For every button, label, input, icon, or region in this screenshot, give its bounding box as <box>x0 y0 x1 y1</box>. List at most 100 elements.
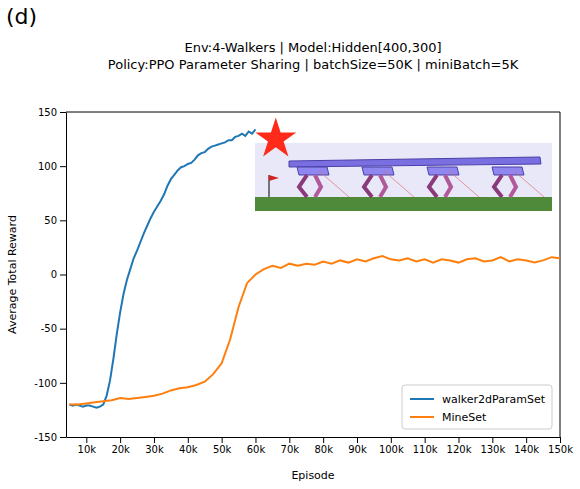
legend-box <box>402 385 552 429</box>
x-tick-mark <box>86 437 87 443</box>
y-tick: 0 <box>51 269 66 280</box>
inset-leg <box>364 175 372 197</box>
x-tick-mark <box>222 437 223 443</box>
x-tick-mark <box>289 437 290 443</box>
inset-walker <box>362 167 414 197</box>
legend-label: walker2dParamSet <box>442 393 546 406</box>
y-tick-mark <box>60 112 66 113</box>
y-axis: -150-100-50050100150 <box>34 107 66 443</box>
x-tick-mark <box>323 437 324 443</box>
title: Env:4-Walkers | Model:Hidden[400,300] <box>184 40 441 55</box>
inset-lidar <box>319 171 349 197</box>
x-tick-label: 80k <box>314 444 333 455</box>
x-tick-label: 60k <box>247 444 266 455</box>
legend-label: MineSet <box>442 411 487 424</box>
frame-right <box>560 112 561 437</box>
y-tick: -100 <box>34 378 66 389</box>
y-tick: -150 <box>34 432 66 443</box>
x-tick-label: 100k <box>379 444 404 455</box>
inset-lidar <box>449 171 479 197</box>
x-axis-line <box>67 437 561 438</box>
x-tick-mark <box>458 437 459 443</box>
x-axis-title: Episode <box>291 469 334 482</box>
x-tick: 50k <box>213 437 232 455</box>
x-tick-mark <box>391 437 392 443</box>
inset-hull <box>492 167 524 175</box>
inset-leg <box>510 175 516 197</box>
y-tick: 50 <box>44 215 66 226</box>
subtitle: Policy:PPO Parameter Sharing | batchSize… <box>108 57 519 72</box>
inset-lidar <box>514 171 544 197</box>
x-tick: 90k <box>348 437 367 455</box>
x-tick: 140k <box>514 437 539 455</box>
x-tick-label: 130k <box>480 444 505 455</box>
x-tick-label: 10k <box>78 444 97 455</box>
y-tick-mark <box>60 220 66 221</box>
y-tick-label: 150 <box>38 107 57 118</box>
inset-leg <box>299 175 307 197</box>
inset-background <box>255 143 552 211</box>
highlight-marker <box>255 118 296 157</box>
x-tick-label: 90k <box>348 444 367 455</box>
series-line <box>69 256 560 404</box>
y-tick-mark <box>60 329 66 330</box>
x-tick: 130k <box>480 437 505 455</box>
x-tick-mark <box>526 437 527 443</box>
x-tick-label: 50k <box>213 444 232 455</box>
marks <box>69 118 560 408</box>
x-tick: 40k <box>179 437 198 455</box>
inset-leg <box>380 175 386 197</box>
legend-swatch <box>410 398 434 400</box>
panel-label: (d) <box>6 4 37 29</box>
x-tick-label: 30k <box>145 444 164 455</box>
y-tick-label: 50 <box>44 215 57 226</box>
inset-leg <box>494 175 502 197</box>
x-tick-mark <box>425 437 426 443</box>
y-tick: -50 <box>41 323 66 334</box>
x-tick: 110k <box>413 437 438 455</box>
y-tick-mark <box>60 166 66 167</box>
x-tick-label: 150k <box>548 444 573 455</box>
x-tick-mark <box>357 437 358 443</box>
inset-illustration <box>255 143 552 211</box>
y-tick: 150 <box>38 107 66 118</box>
x-tick-label: 40k <box>179 444 198 455</box>
x-tick: 100k <box>379 437 404 455</box>
legend-swatch <box>410 416 434 418</box>
y-tick-label: -50 <box>41 323 57 334</box>
inset-walker <box>427 167 479 197</box>
x-tick: 150k <box>548 437 573 455</box>
y-tick-mark <box>60 437 66 438</box>
y-tick-label: -100 <box>34 378 57 389</box>
x-tick-label: 70k <box>281 444 300 455</box>
inset-leg <box>315 175 321 197</box>
x-tick-mark <box>188 437 189 443</box>
x-tick: 30k <box>145 437 164 455</box>
x-tick-mark <box>560 437 561 443</box>
x-tick-label: 140k <box>514 444 539 455</box>
x-tick-label: 120k <box>447 444 472 455</box>
y-axis-line <box>66 113 67 438</box>
x-tick: 20k <box>111 437 130 455</box>
inset-hull <box>362 167 394 175</box>
inset-flag <box>269 175 279 181</box>
x-tick-mark <box>255 437 256 443</box>
frame-top <box>66 112 560 113</box>
inset-hull <box>297 167 329 175</box>
x-tick: 120k <box>447 437 472 455</box>
inset-package <box>289 157 541 167</box>
x-tick: 10k <box>78 437 97 455</box>
x-tick: 60k <box>247 437 266 455</box>
x-tick-mark <box>154 437 155 443</box>
plot-area: 10k 20k 30k 40k 50k 60k 70k 80k 90k 100k 110k 120k 1… <box>34 107 573 455</box>
x-tick-mark <box>492 437 493 443</box>
x-tick: 80k <box>314 437 333 455</box>
x-tick-label: 20k <box>111 444 130 455</box>
legend: walker2dParamSet MineSet <box>402 385 552 429</box>
inset-leg <box>429 175 437 197</box>
inset-ground <box>255 197 552 211</box>
inset-lidar <box>384 171 414 197</box>
x-tick-mark <box>120 437 121 443</box>
y-tick-label: 0 <box>51 269 57 280</box>
inset-leg <box>445 175 451 197</box>
